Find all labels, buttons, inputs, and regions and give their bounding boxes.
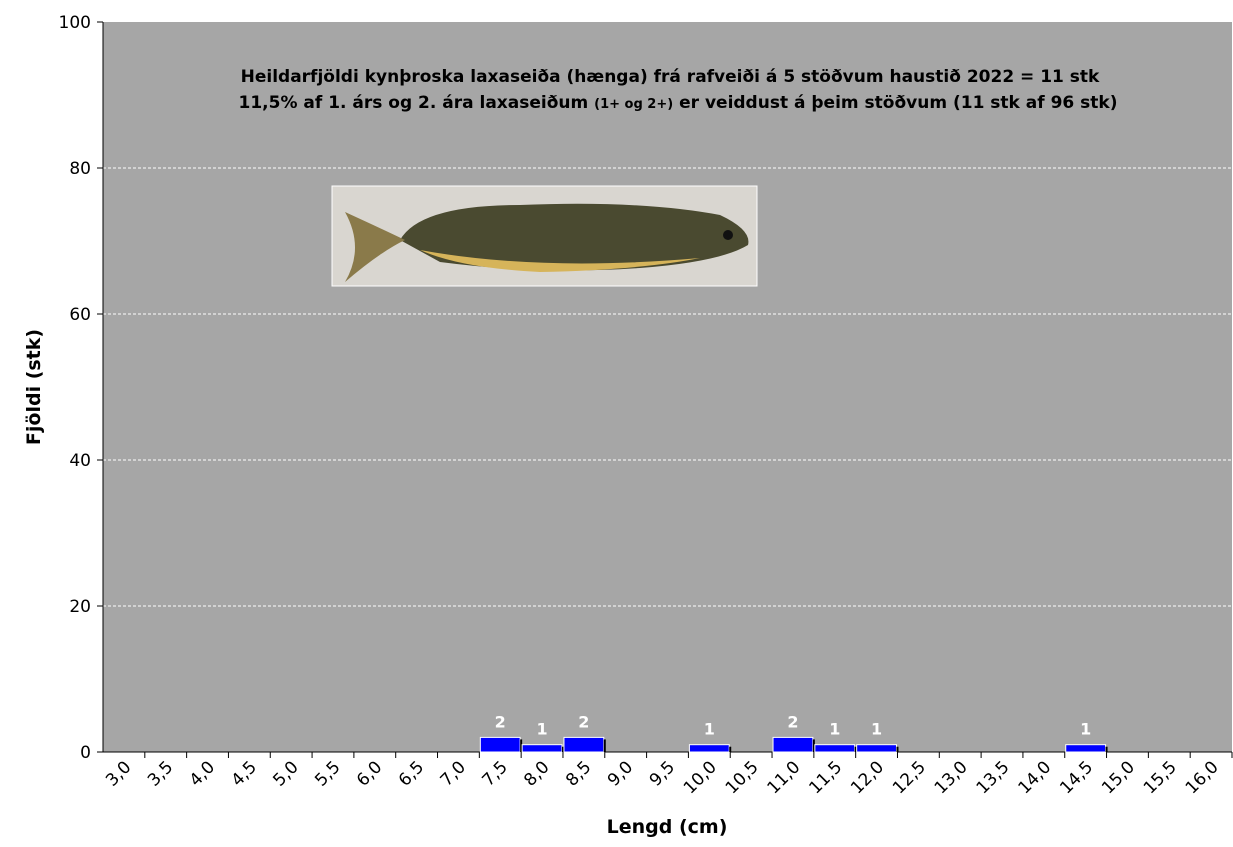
y-tick-label: 80 <box>69 159 91 179</box>
subtitle-part: (1+ og 2+) <box>594 97 673 112</box>
x-tick-label: 4,5 <box>228 757 261 790</box>
y-tick-label: 100 <box>59 13 91 33</box>
data-label: 2 <box>578 712 589 731</box>
x-tick-label: 7,0 <box>437 757 470 790</box>
x-tick-label: 15,0 <box>1098 757 1139 798</box>
x-tick-label: 7,5 <box>479 757 512 790</box>
x-tick-label: 16,0 <box>1182 757 1223 798</box>
y-tick-label: 0 <box>80 743 91 763</box>
x-tick-label: 6,0 <box>353 757 386 790</box>
bar <box>1065 744 1107 753</box>
x-tick-label: 5,5 <box>311 757 344 790</box>
bar <box>688 744 730 753</box>
plot-area <box>103 22 1232 752</box>
y-tick-label: 20 <box>69 597 91 617</box>
x-tick-label: 12,0 <box>847 757 888 798</box>
x-tick-label: 11,0 <box>764 757 805 798</box>
data-label: 1 <box>536 720 547 739</box>
x-tick-label: 8,5 <box>562 757 595 790</box>
bar <box>772 736 814 753</box>
x-tick-label: 3,0 <box>102 757 135 790</box>
x-tick-label: 4,0 <box>186 757 219 790</box>
x-tick-label: 15,5 <box>1140 757 1181 798</box>
y-tick-label: 60 <box>69 305 91 325</box>
x-tick-label: 6,5 <box>395 757 428 790</box>
data-label: 2 <box>787 712 798 731</box>
bar <box>563 736 605 753</box>
x-tick-label: 14,0 <box>1014 757 1055 798</box>
subtitle-part: 11,5% af 1. árs og 2. ára laxaseiðum <box>239 93 595 113</box>
bar <box>814 744 856 753</box>
y-tick-label: 40 <box>69 451 91 471</box>
y-axis-label: Fjöldi (stk) <box>23 329 45 445</box>
x-tick-label: 13,0 <box>931 757 972 798</box>
x-tick-label: 13,5 <box>973 757 1014 798</box>
chart-subtitle: 11,5% af 1. árs og 2. ára laxaseiðum (1+… <box>239 93 1118 113</box>
data-label: 1 <box>829 720 840 739</box>
x-tick-label: 9,5 <box>646 757 679 790</box>
bar <box>521 744 563 753</box>
chart-title: Heildarfjöldi kynþroska laxaseiða (hænga… <box>241 67 1100 87</box>
bar <box>479 736 521 753</box>
x-tick-label: 10,5 <box>722 757 763 798</box>
x-tick-label: 12,5 <box>889 757 930 798</box>
data-label: 1 <box>1080 720 1091 739</box>
data-label: 1 <box>871 720 882 739</box>
x-axis-label: Lengd (cm) <box>607 816 728 838</box>
x-tick-label: 10,0 <box>680 757 721 798</box>
data-label: 2 <box>495 712 506 731</box>
data-label: 1 <box>704 720 715 739</box>
x-tick-label: 3,5 <box>144 757 177 790</box>
x-tick-label: 11,5 <box>805 757 846 798</box>
x-tick-label: 8,0 <box>520 757 553 790</box>
bar <box>856 744 897 753</box>
x-tick-label: 9,0 <box>604 757 637 790</box>
x-tick-label: 14,5 <box>1056 757 1097 798</box>
subtitle-part: er veiddust á þeim stöðvum (11 stk af 96… <box>673 93 1117 113</box>
x-tick-label: 5,0 <box>269 757 302 790</box>
fish-photo <box>331 185 758 287</box>
